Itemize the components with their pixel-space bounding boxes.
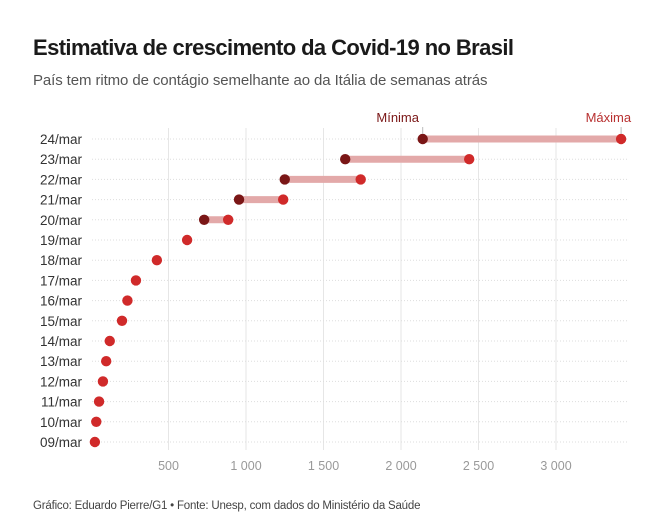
data-point — [97, 376, 109, 387]
y-category-label: 14/mar — [40, 334, 83, 349]
y-category-label: 16/mar — [40, 294, 83, 309]
max-point — [615, 133, 627, 145]
max-point — [355, 174, 366, 185]
y-category-label: 13/mar — [40, 354, 83, 369]
y-category-label: 09/mar — [40, 435, 83, 450]
x-tick-label: 3 000 — [540, 459, 571, 473]
data-point — [116, 315, 128, 326]
min-point — [233, 194, 245, 205]
min-point — [198, 214, 210, 225]
y-category-label: 21/mar — [40, 193, 83, 208]
x-tick-label: 1 000 — [230, 459, 261, 473]
annotation-label-max: Máxima — [586, 110, 632, 125]
x-tick-label: 1 500 — [308, 459, 339, 473]
min-point — [417, 133, 428, 145]
min-point — [340, 154, 351, 165]
y-category-label: 12/mar — [40, 374, 83, 389]
y-category-label: 24/mar — [40, 132, 83, 147]
data-point — [100, 356, 112, 367]
chart-subtitle: País tem ritmo de contágio semelhante ao… — [33, 72, 488, 89]
annotation-label-min: Mínima — [376, 110, 419, 125]
data-point — [93, 396, 105, 407]
y-category-label: 18/mar — [40, 253, 83, 268]
data-point — [130, 275, 142, 286]
data-point — [89, 436, 101, 448]
x-tick-label: 2 000 — [385, 459, 416, 473]
data-point — [104, 335, 115, 347]
y-category-label: 23/mar — [40, 152, 83, 167]
source-credit: Gráfico: Eduardo Pierre/G1 • Fonte: Unes… — [33, 500, 421, 512]
y-category-label: 22/mar — [40, 172, 83, 187]
data-point — [122, 295, 133, 306]
x-tick-label: 2 500 — [463, 459, 494, 473]
y-category-label: 11/mar — [41, 395, 83, 410]
max-point — [278, 194, 289, 205]
y-category-label: 17/mar — [40, 273, 83, 288]
data-point — [181, 234, 193, 246]
data-point — [151, 255, 163, 266]
data-point — [91, 416, 102, 427]
y-category-label: 15/mar — [40, 314, 83, 329]
min-point — [279, 174, 290, 185]
max-point — [464, 154, 475, 165]
x-tick-label: 500 — [158, 459, 179, 473]
chart-title: Estimativa de crescimento da Covid-19 no… — [33, 35, 514, 60]
max-point — [222, 214, 234, 225]
y-category-label: 19/mar — [40, 233, 83, 248]
y-category-label: 10/mar — [40, 415, 83, 430]
y-category-label: 20/mar — [40, 213, 83, 228]
